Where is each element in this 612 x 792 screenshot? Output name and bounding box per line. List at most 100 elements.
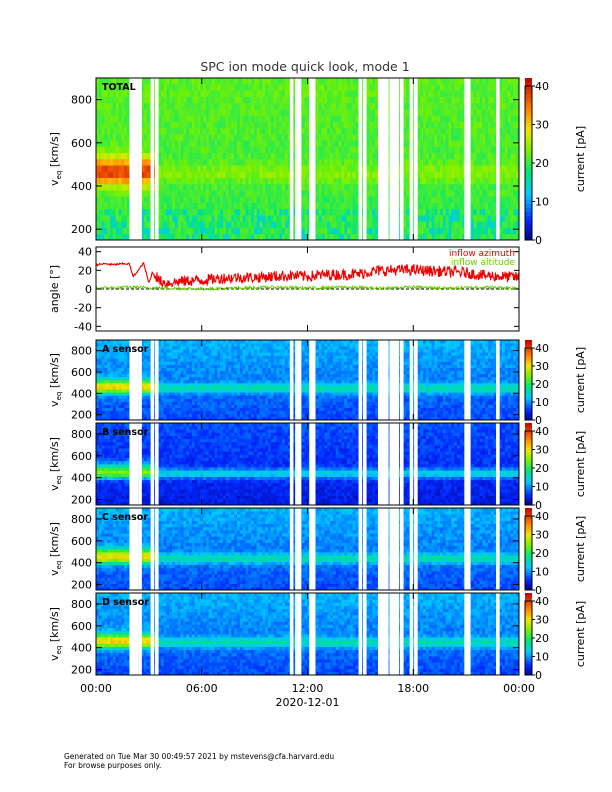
spectrogram-cell [273, 171, 277, 178]
spectrogram-cell [118, 121, 122, 129]
spectrogram-cell [220, 109, 224, 116]
spectrogram-cell [194, 159, 198, 166]
spectrogram-cell [231, 165, 235, 172]
spectrogram-cell [220, 152, 224, 160]
spectrogram-cell [180, 171, 184, 178]
spectrogram-cell [158, 361, 162, 365]
spectrogram-cell [259, 78, 263, 85]
spectrogram-cell [445, 171, 449, 178]
spectrogram-cell [189, 392, 193, 396]
spectrogram-cell [141, 349, 145, 353]
spectrogram-cell [186, 355, 190, 359]
spectrogram-cell [177, 177, 181, 185]
spectrogram-cell [183, 343, 187, 347]
spectrogram-cell [366, 215, 370, 222]
spectrogram-cell [200, 190, 204, 197]
spectrogram-cell [112, 183, 117, 191]
spectrogram-cell [251, 215, 255, 222]
colorbar-tick-label: 0 [535, 234, 542, 247]
spectrogram-cell [284, 202, 289, 210]
spectrogram-cell [403, 152, 407, 160]
spectrogram-cell [166, 370, 170, 375]
spectrogram-cell [166, 346, 170, 350]
spectrogram-cell [265, 202, 269, 210]
colorbar-segment [525, 150, 532, 156]
spectrogram-cell [112, 90, 117, 97]
spectrogram-cell [234, 96, 238, 104]
spectrogram-cell [107, 202, 111, 210]
spectrogram-cell [101, 183, 105, 191]
spectrogram-cell [476, 140, 480, 147]
spectrogram-cell [110, 102, 114, 110]
spectrogram-cell [146, 127, 150, 135]
spectrogram-cell [487, 221, 492, 228]
spectrogram-cell [146, 165, 150, 172]
spectrogram-cell [431, 96, 435, 104]
spectrogram-cell [375, 215, 379, 222]
spectrogram-cell [98, 183, 102, 191]
spectrogram-cell [211, 102, 215, 110]
spectrogram-cell [513, 227, 517, 235]
spectrogram-cell [499, 109, 503, 116]
spectrogram-cell [425, 177, 430, 185]
spectrogram-cell [372, 96, 376, 104]
spectrogram-cell [284, 215, 289, 222]
spectrogram-cell [166, 233, 170, 241]
spectrogram-cell [163, 171, 167, 178]
spectrogram-cell [502, 221, 506, 228]
spectrogram-cell [222, 183, 227, 191]
spectrogram-cell [197, 407, 201, 412]
spectrogram-cell [96, 361, 100, 365]
spectrogram-cell [451, 165, 455, 172]
spectrogram-cell [183, 410, 187, 415]
spectrogram-cell [471, 171, 475, 178]
spectrogram-cell [411, 196, 415, 203]
spectrogram-cell [239, 171, 243, 178]
spectrogram-cell [186, 159, 190, 166]
spectrogram-cell [499, 202, 503, 210]
spectrogram-cell [287, 221, 291, 228]
spectrogram-cell [344, 90, 348, 97]
spectrogram-cell [493, 152, 497, 160]
spectrogram-cell [279, 202, 283, 210]
spectrogram-cell [341, 90, 345, 97]
spectrogram-cell [445, 115, 449, 122]
spectrogram-cell [146, 84, 150, 91]
spectrogram-cell [127, 416, 131, 421]
spectrogram-cell [482, 140, 486, 147]
spectrogram-cell [315, 152, 320, 160]
spectrogram-cell [318, 221, 322, 228]
spectrogram-cell [307, 90, 311, 97]
spectrogram-cell [504, 109, 509, 116]
spectrogram-cell [205, 109, 210, 116]
spectrogram-cell [456, 221, 461, 228]
spectrogram-cell [205, 121, 210, 129]
spectrogram-cell [366, 190, 370, 197]
spectrogram-cell [417, 196, 421, 203]
colorbar-segment [525, 167, 532, 172]
spectrogram-cell [499, 134, 503, 141]
spectrogram-cell [220, 140, 224, 147]
spectrogram-cell [158, 109, 162, 116]
spectrogram-cell [160, 96, 164, 104]
spectrogram-cell [189, 367, 193, 372]
spectrogram-cell [172, 383, 176, 387]
spectrogram-cell [200, 407, 204, 412]
spectrogram-cell [423, 165, 427, 172]
spectrogram-cell [273, 134, 277, 141]
spectrogram-cell [251, 102, 255, 110]
spectrogram-cell [428, 102, 432, 110]
spectrogram-cell [222, 171, 227, 178]
spectrogram-cell [499, 96, 503, 104]
spectrogram-cell [332, 146, 336, 154]
spectrogram-cell [330, 109, 334, 116]
spectrogram-cell [194, 165, 198, 172]
spectrogram-cell [327, 152, 331, 160]
spectrogram-cell [485, 102, 489, 110]
spectrogram-cell [194, 370, 198, 375]
spectrogram-cell [96, 410, 100, 415]
spectrogram-cell [98, 208, 102, 216]
spectrogram-cell [146, 233, 150, 241]
spectrogram-cell [361, 90, 365, 97]
spectrogram-cell [208, 109, 212, 116]
